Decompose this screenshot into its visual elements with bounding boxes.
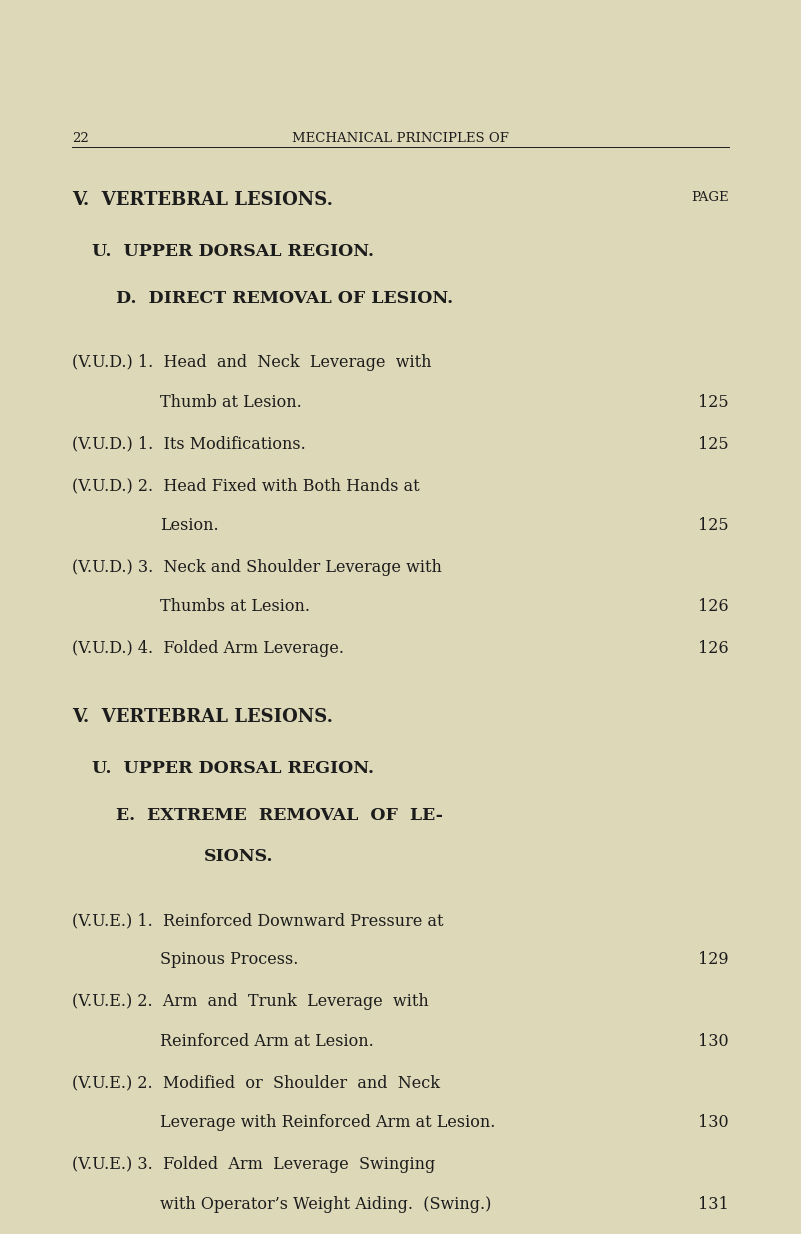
Text: U.  UPPER DORSAL REGION.: U. UPPER DORSAL REGION. [92,243,374,260]
Text: 125: 125 [698,394,729,411]
Text: U.  UPPER DORSAL REGION.: U. UPPER DORSAL REGION. [92,760,374,777]
Text: 126: 126 [698,640,729,658]
Text: 130: 130 [698,1033,729,1050]
Text: MECHANICAL PRINCIPLES OF: MECHANICAL PRINCIPLES OF [292,132,509,146]
Text: (V.U.E.) 3.  Folded  Arm  Leverage  Swinging: (V.U.E.) 3. Folded Arm Leverage Swinging [72,1156,435,1174]
Text: 125: 125 [698,517,729,534]
Text: (V.U.E.) 1.  Reinforced Downward Pressure at: (V.U.E.) 1. Reinforced Downward Pressure… [72,912,444,929]
Text: (V.U.D.) 3.  Neck and Shoulder Leverage with: (V.U.D.) 3. Neck and Shoulder Leverage w… [72,559,442,576]
Text: V.  VERTEBRAL LESIONS.: V. VERTEBRAL LESIONS. [72,191,333,210]
Text: Thumb at Lesion.: Thumb at Lesion. [160,394,302,411]
Text: 130: 130 [698,1114,729,1132]
Text: (V.U.D.) 1.  Head  and  Neck  Leverage  with: (V.U.D.) 1. Head and Neck Leverage with [72,354,432,371]
Text: 131: 131 [698,1196,729,1213]
Text: 129: 129 [698,951,729,969]
Text: (V.U.D.) 1.  Its Modifications.: (V.U.D.) 1. Its Modifications. [72,436,306,453]
Text: D.  DIRECT REMOVAL OF LESION.: D. DIRECT REMOVAL OF LESION. [116,290,453,307]
Text: Spinous Process.: Spinous Process. [160,951,299,969]
Text: E.  EXTREME  REMOVAL  OF  LE-: E. EXTREME REMOVAL OF LE- [116,807,443,824]
Text: (V.U.E.) 2.  Modified  or  Shoulder  and  Neck: (V.U.E.) 2. Modified or Shoulder and Nec… [72,1075,440,1092]
Text: (V.U.D.) 2.  Head Fixed with Both Hands at: (V.U.D.) 2. Head Fixed with Both Hands a… [72,478,420,495]
Text: 126: 126 [698,598,729,616]
Text: (V.U.E.) 2.  Arm  and  Trunk  Leverage  with: (V.U.E.) 2. Arm and Trunk Leverage with [72,993,429,1011]
Text: 22: 22 [72,132,89,146]
Text: Thumbs at Lesion.: Thumbs at Lesion. [160,598,310,616]
Text: (V.U.D.) 4.  Folded Arm Leverage.: (V.U.D.) 4. Folded Arm Leverage. [72,640,344,658]
Text: Reinforced Arm at Lesion.: Reinforced Arm at Lesion. [160,1033,374,1050]
Text: Leverage with Reinforced Arm at Lesion.: Leverage with Reinforced Arm at Lesion. [160,1114,496,1132]
Text: PAGE: PAGE [691,191,729,205]
Text: 125: 125 [698,436,729,453]
Text: V.  VERTEBRAL LESIONS.: V. VERTEBRAL LESIONS. [72,708,333,727]
Text: SIONS.: SIONS. [204,848,274,865]
Text: Lesion.: Lesion. [160,517,219,534]
Text: with Operator’s Weight Aiding.  (Swing.): with Operator’s Weight Aiding. (Swing.) [160,1196,492,1213]
